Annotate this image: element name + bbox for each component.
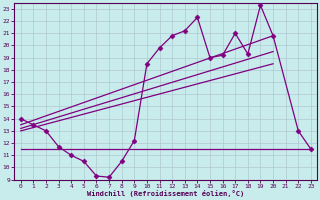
X-axis label: Windchill (Refroidissement éolien,°C): Windchill (Refroidissement éolien,°C): [87, 190, 244, 197]
